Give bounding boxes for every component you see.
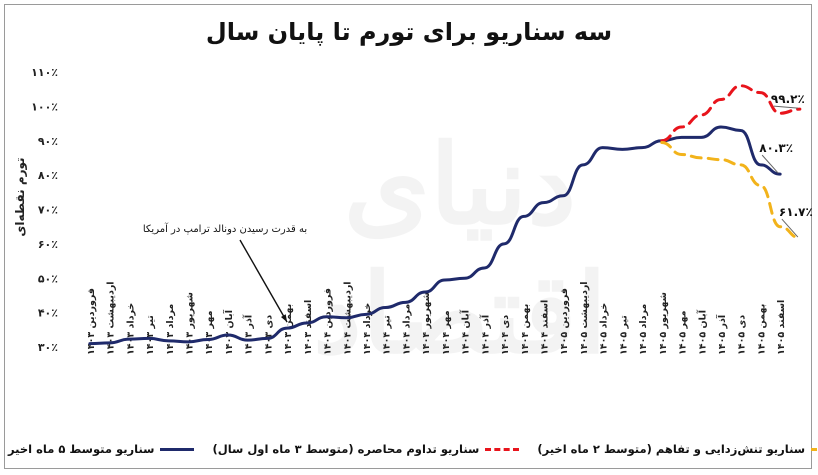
y-tick-label: ۶۰٪ [38, 238, 58, 251]
x-tick-label: آذر ۱۴۰۳ [242, 314, 255, 355]
legend-label-siege: سناریو تداوم محاصره (متوسط ۳ ماه اول سال… [212, 442, 480, 456]
x-tick-label: خرداد ۱۴۰۴ [362, 303, 373, 355]
x-tick-label: دی ۱۴۰۴ [500, 315, 511, 355]
x-tick-label: اردیبهشت ۱۴۰۳ [106, 281, 117, 355]
event-arrow-head [280, 314, 288, 323]
x-tick-label: دی ۱۴۰۳ [263, 315, 274, 355]
x-tick-label: تیر ۱۴۰۵ [618, 315, 629, 355]
x-tick-label: شهریور ۱۴۰۵ [658, 292, 669, 355]
y-tick-label: ۵۰٪ [38, 272, 58, 285]
event-arrow-line [239, 239, 288, 323]
x-tick-label: فروردین ۱۴۰۵ [559, 288, 570, 355]
y-tick-label: ۱۱۰٪ [31, 66, 58, 79]
end-value-label: ۶۱.۷٪ [779, 205, 813, 219]
x-tick-label: مرداد ۱۴۰۴ [401, 304, 412, 355]
y-tick-label: ۱۰۰٪ [31, 100, 58, 113]
x-tick-label: خرداد ۱۴۰۳ [125, 303, 136, 355]
x-tick-label: مهر ۱۴۰۳ [204, 310, 215, 355]
legend-item-base: سناریو متوسط ۵ ماه اخیر [8, 442, 195, 456]
x-tick-label: مرداد ۱۴۰۳ [165, 304, 176, 355]
x-tick-label: تیر ۱۴۰۴ [382, 315, 393, 355]
y-tick-label: ۳۰٪ [38, 341, 58, 354]
legend-label-base: سناریو متوسط ۵ ماه اخیر [8, 442, 155, 456]
x-tick-label: اسفند ۱۴۰۳ [303, 300, 314, 355]
x-tick-label: بهمن ۱۴۰۵ [756, 304, 767, 355]
x-tick-label: اردیبهشت ۱۴۰۵ [579, 281, 590, 355]
x-tick-label: اسفند ۱۴۰۵ [776, 300, 787, 355]
legend-swatch-base [160, 447, 195, 451]
legend-item-siege: سناریو تداوم محاصره (متوسط ۳ ماه اول سال… [212, 442, 520, 456]
series-line-1 [660, 84, 802, 143]
x-tick-label: شهریور ۱۴۰۴ [421, 292, 432, 355]
end-value-leader [781, 218, 799, 238]
x-tick-label: بهمن ۱۴۰۴ [520, 304, 531, 355]
x-tick-label: دی ۱۴۰۵ [737, 315, 748, 355]
legend-swatch-detente [811, 447, 818, 451]
x-tick-label: فروردین ۱۴۰۳ [86, 288, 97, 355]
legend-item-detente: سناریو تنش‌زدایی و تفاهم (متوسط ۲ ماه اخ… [537, 442, 818, 456]
y-tick-label: ۹۰٪ [38, 135, 58, 148]
x-tick-label: مهر ۱۴۰۵ [678, 310, 689, 355]
x-tick-label: مهر ۱۴۰۴ [441, 310, 452, 355]
end-value-leader [773, 105, 798, 109]
series-line-2 [660, 140, 802, 240]
x-tick-label: آذر ۱۴۰۴ [478, 314, 491, 355]
x-tick-label: فروردین ۱۴۰۴ [323, 288, 334, 355]
x-tick-label: آبان ۱۴۰۵ [695, 309, 708, 355]
x-tick-label: آبان ۱۴۰۳ [222, 309, 235, 355]
x-tick-label: تیر ۱۴۰۳ [145, 315, 156, 355]
end-value-label: ۹۹.۲٪ [771, 92, 805, 106]
legend-label-detente: سناریو تنش‌زدایی و تفاهم (متوسط ۲ ماه اخ… [537, 442, 806, 456]
y-tick-label: ۴۰٪ [38, 307, 58, 320]
watermark-text: دنیای اقتصاد [200, 120, 720, 378]
x-tick-label: آبان ۱۴۰۴ [459, 309, 472, 355]
legend: سناریو متوسط ۵ ماه اخیر سناریو تداوم محا… [8, 438, 818, 460]
end-value-leader [761, 154, 779, 174]
x-tick-label: شهریور ۱۴۰۳ [184, 292, 195, 355]
x-tick-label: اسفند ۱۴۰۴ [539, 300, 550, 355]
chart-frame [4, 4, 812, 469]
x-tick-label: خرداد ۱۴۰۵ [599, 303, 610, 355]
end-value-label: ۸۰.۳٪ [759, 141, 793, 155]
event-annotation-text: به قدرت رسیدن دونالد ترامپ در آمریکا [143, 222, 307, 235]
y-tick-label: ۷۰٪ [38, 204, 58, 217]
x-tick-label: آذر ۱۴۰۵ [715, 314, 728, 355]
y-tick-label: ۸۰٪ [38, 169, 58, 182]
x-tick-label: مرداد ۱۴۰۵ [638, 304, 649, 355]
chart-title: سه سناریو برای تورم تا پایان سال [205, 18, 613, 46]
legend-swatch-siege [485, 447, 520, 451]
